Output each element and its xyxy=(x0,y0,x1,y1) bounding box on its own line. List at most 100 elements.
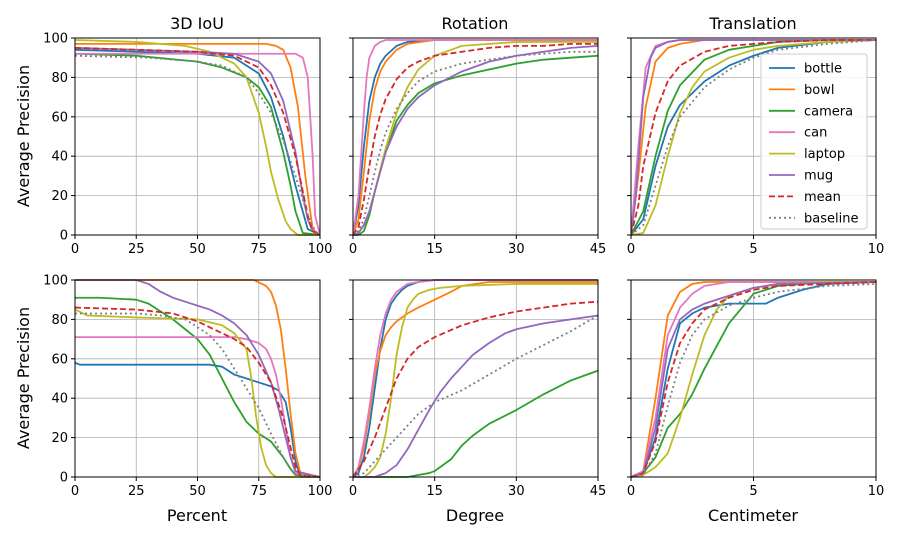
x-tick-label: 15 xyxy=(426,242,443,257)
x-tick-label: 0 xyxy=(349,484,357,499)
series-line-bottle xyxy=(75,361,320,478)
panel-rotation-top: 0 15 30 45 xyxy=(349,37,607,257)
x-tick-label: 0 xyxy=(71,484,79,499)
series-line-can xyxy=(353,39,598,236)
y-tick-label: 20 xyxy=(51,189,68,204)
series-line-baseline xyxy=(75,54,320,236)
series-line-baseline xyxy=(353,314,598,478)
series-line-can xyxy=(353,279,598,478)
series-line-laptop xyxy=(75,308,320,478)
series-group xyxy=(631,281,876,478)
legend-label-mean: mean xyxy=(804,190,841,205)
x-tick-label: 0 xyxy=(71,242,79,257)
x-tick-label: 45 xyxy=(590,242,607,257)
y-tick-label: 100 xyxy=(43,274,68,289)
xlabel-percent: Percent xyxy=(167,506,227,525)
x-tick-label: 75 xyxy=(250,484,267,499)
x-tick-label: 5 xyxy=(749,242,757,257)
x-tick-label: 75 xyxy=(250,242,267,257)
series-line-bowl xyxy=(75,43,320,236)
series-line-mug xyxy=(353,314,598,478)
y-tick-label: 0 xyxy=(60,229,68,244)
x-tick-label: 10 xyxy=(868,242,885,257)
series-line-mean xyxy=(353,300,598,478)
legend: bottle bowl camera can laptop mug mean baseline xyxy=(760,53,868,230)
y-tick-label: 60 xyxy=(51,352,68,367)
x-tick-label: 100 xyxy=(308,242,333,257)
series-line-mean xyxy=(631,39,876,236)
legend-label-bottle: bottle xyxy=(804,62,842,77)
series-line-can xyxy=(631,281,876,478)
y-tick-label: 40 xyxy=(51,150,68,165)
series-line-bottle xyxy=(353,39,598,236)
x-tick-label: 0 xyxy=(349,242,357,257)
x-tick-label: 5 xyxy=(749,484,757,499)
series-line-camera xyxy=(353,369,598,478)
legend-label-camera: camera xyxy=(804,104,853,119)
legend-label-laptop: laptop xyxy=(804,147,845,162)
series-line-bottle xyxy=(631,39,876,236)
x-tick-label: 45 xyxy=(590,484,607,499)
y-tick-label: 0 xyxy=(60,471,68,486)
plot-frame xyxy=(352,279,599,478)
series-group xyxy=(631,39,876,236)
legend-label-bowl: bowl xyxy=(804,83,834,98)
y-tick-label: 100 xyxy=(43,32,68,47)
series-line-mug xyxy=(631,39,876,236)
panel-percent-bottom: 0 25 50 75 100 0 20 40 60 80 100 xyxy=(43,274,332,500)
series-group xyxy=(75,279,320,478)
x-tick-label: 15 xyxy=(426,484,443,499)
column-title-rotation: Rotation xyxy=(442,14,509,33)
x-tick-label: 100 xyxy=(308,484,333,499)
plot-frame xyxy=(352,37,599,236)
series-group xyxy=(353,279,598,478)
x-tick-label: 0 xyxy=(627,242,635,257)
x-tick-label: 50 xyxy=(189,242,206,257)
y-tick-label: 40 xyxy=(51,392,68,407)
legend-label-can: can xyxy=(804,126,827,141)
ylabel-bottom: Average Precision xyxy=(14,307,33,449)
x-tick-label: 0 xyxy=(627,484,635,499)
series-line-mug xyxy=(631,281,876,478)
series-group xyxy=(75,39,320,236)
panel-3d-iou-top: 0 25 50 75 100 0 20 40 60 80 100 xyxy=(43,32,332,258)
x-tick-label: 50 xyxy=(189,484,206,499)
series-line-mean xyxy=(75,46,320,236)
series-line-laptop xyxy=(353,283,598,478)
ylabel-top: Average Precision xyxy=(14,65,33,207)
series-line-baseline xyxy=(631,283,876,478)
series-line-laptop xyxy=(631,39,876,236)
series-line-bowl xyxy=(353,281,598,478)
xlabel-degree: Degree xyxy=(446,506,504,525)
panel-centimeter-bottom: 0 5 10 xyxy=(627,279,885,499)
plot-area xyxy=(353,38,598,235)
series-group xyxy=(353,39,598,236)
column-title-3d-iou: 3D IoU xyxy=(170,14,224,33)
x-tick-label: 25 xyxy=(128,484,145,499)
series-line-bottle xyxy=(75,48,320,236)
series-line-mean xyxy=(631,281,876,478)
series-line-camera xyxy=(353,54,598,236)
series-line-mug xyxy=(75,279,320,478)
x-tick-label: 10 xyxy=(868,484,885,499)
y-tick-label: 80 xyxy=(51,313,68,328)
x-tick-label: 30 xyxy=(508,242,525,257)
series-line-baseline xyxy=(75,312,320,478)
xlabel-centimeter: Centimeter xyxy=(708,506,798,525)
y-tick-label: 20 xyxy=(51,431,68,446)
series-line-bottle xyxy=(631,281,876,478)
legend-label-mug: mug xyxy=(804,169,833,184)
x-tick-label: 30 xyxy=(508,484,525,499)
y-tick-label: 60 xyxy=(51,110,68,125)
series-line-laptop xyxy=(75,39,320,236)
series-line-camera xyxy=(75,52,320,236)
column-title-translation: Translation xyxy=(708,14,796,33)
x-tick-label: 25 xyxy=(128,242,145,257)
y-tick-label: 80 xyxy=(51,71,68,86)
series-line-mean xyxy=(353,43,598,236)
legend-label-baseline: baseline xyxy=(804,211,858,226)
legend-box xyxy=(760,53,868,230)
series-line-baseline xyxy=(353,50,598,236)
